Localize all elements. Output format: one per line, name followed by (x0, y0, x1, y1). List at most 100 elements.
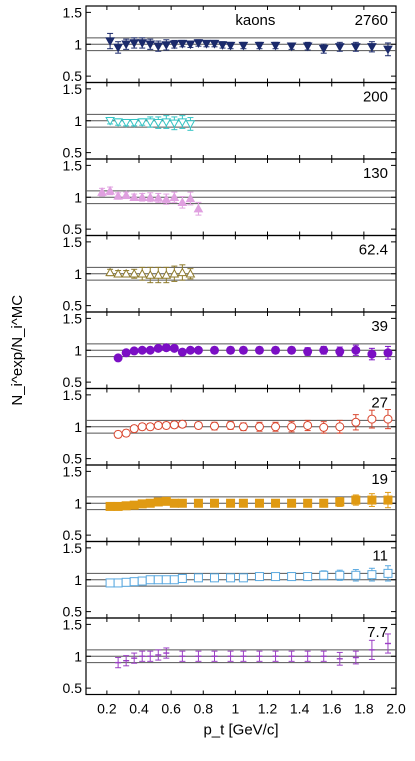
data-point-marker (177, 573, 187, 583)
data-point (383, 565, 393, 582)
data-point-marker (254, 345, 264, 355)
data-point-marker (226, 498, 236, 508)
data-point-marker (113, 501, 123, 511)
data-point (368, 639, 375, 660)
data-point-marker (105, 37, 115, 47)
data-point-marker (193, 573, 203, 583)
data-point (352, 650, 359, 665)
data-point (254, 345, 264, 355)
panel-2760: 0.5 1 1.5 2760 kaons (63, 4, 397, 84)
series-62.4 (105, 264, 196, 284)
data-point (383, 409, 393, 430)
data-point-marker (153, 497, 163, 507)
data-point (145, 38, 156, 50)
data-point-marker (121, 577, 131, 587)
data-point-marker (351, 495, 361, 505)
series-2760 (105, 32, 393, 57)
data-point (161, 575, 171, 585)
data-point (254, 572, 264, 582)
y-tick-label: 0.5 (63, 451, 83, 467)
panel-11: 0.5 1 1.5 11 (63, 540, 397, 620)
y-tick-label: 0.5 (63, 527, 83, 543)
data-point-marker (185, 193, 196, 203)
data-point-marker (287, 345, 297, 355)
data-point (217, 41, 228, 50)
data-point (177, 419, 187, 429)
data-point (129, 37, 140, 49)
data-point-marker (319, 570, 329, 580)
data-point (335, 569, 345, 581)
data-point-marker (177, 498, 187, 508)
data-point (153, 192, 164, 203)
y-tick-label: 1 (74, 495, 82, 511)
data-point-marker (351, 570, 361, 580)
y-tick-label: 1 (74, 113, 82, 129)
data-point-marker (185, 268, 196, 278)
panel-7.7: 0.5 1 1.5 7.7 (63, 616, 397, 696)
data-point (97, 187, 107, 197)
data-point-marker (367, 43, 377, 52)
data-point (351, 414, 361, 431)
data-point-marker (209, 573, 219, 583)
data-point-marker (367, 414, 377, 424)
data-point-marker (129, 268, 140, 278)
data-point-marker (303, 420, 313, 430)
data-point (129, 118, 140, 128)
data-point (137, 576, 147, 586)
panel-130: 0.5 1 1.5 130 (63, 157, 397, 237)
data-point (129, 577, 139, 587)
data-point (169, 191, 180, 203)
data-point-marker (193, 498, 203, 508)
data-point-marker (137, 118, 148, 128)
data-point (254, 498, 264, 508)
data-point-marker (226, 345, 236, 355)
data-point-marker (145, 269, 156, 279)
data-point-marker (161, 269, 172, 279)
data-point (169, 343, 179, 353)
data-point-marker (238, 498, 248, 508)
y-tick-label: 1.5 (63, 616, 83, 632)
data-point (238, 345, 248, 355)
data-point (271, 572, 281, 582)
data-point-marker (145, 345, 155, 355)
x-tick-label: 0.8 (194, 701, 214, 717)
x-tick-label: 1.8 (354, 701, 374, 717)
data-point (367, 409, 377, 429)
data-point (335, 346, 345, 357)
y-tick-label: 1.5 (63, 81, 83, 97)
data-point (209, 421, 219, 431)
data-point (161, 39, 172, 51)
data-point-marker (177, 39, 188, 49)
data-point-marker (350, 43, 361, 52)
data-point-marker (105, 267, 115, 277)
data-point-marker (367, 349, 377, 359)
species-label: kaons (235, 12, 275, 29)
data-point (121, 118, 132, 128)
data-point-marker (137, 499, 147, 509)
data-point-marker (169, 420, 179, 430)
data-point-marker (137, 422, 147, 432)
data-point-marker (226, 573, 236, 583)
data-point (185, 40, 196, 50)
data-point (105, 267, 115, 277)
data-point (137, 118, 148, 128)
data-point (169, 265, 180, 282)
y-tick-label: 1 (74, 36, 82, 52)
data-point (335, 419, 345, 434)
data-point (254, 41, 265, 51)
data-point-marker (287, 498, 297, 508)
data-point (227, 650, 234, 662)
data-point (137, 422, 147, 432)
data-point (319, 498, 329, 508)
data-point-marker (121, 348, 131, 358)
data-point-marker (319, 345, 329, 355)
data-point-marker (121, 190, 132, 200)
data-point (129, 192, 140, 201)
data-point (177, 115, 188, 129)
data-point (129, 346, 139, 356)
data-point-marker (153, 42, 164, 52)
data-point (153, 343, 163, 353)
data-point-marker (137, 576, 147, 586)
data-point-marker (137, 345, 147, 355)
